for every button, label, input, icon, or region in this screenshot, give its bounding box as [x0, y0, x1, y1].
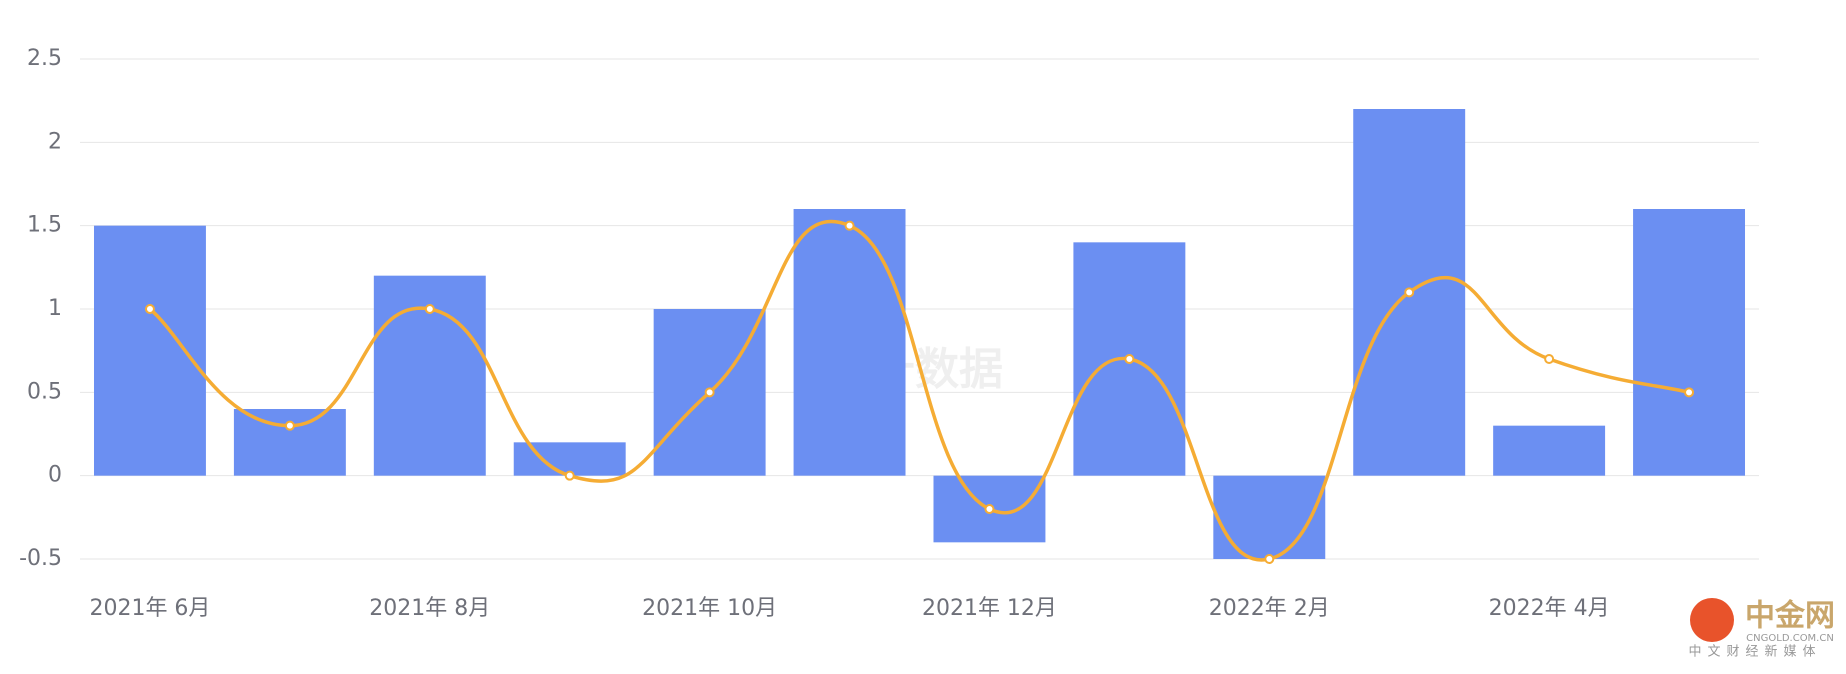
grid [80, 58, 1759, 560]
y-tick-label: 1.5 [27, 213, 62, 238]
y-tick-label: -0.5 [19, 546, 62, 571]
x-tick-label: 2021年 12月 [922, 596, 1057, 621]
line-point [1544, 354, 1555, 364]
bar [793, 209, 906, 476]
line-point [984, 504, 995, 514]
logo-slogan: 中文财经新媒体 [1688, 644, 1821, 660]
line-point [704, 387, 715, 398]
bar [1633, 209, 1746, 476]
y-tick-label: 2 [48, 129, 62, 154]
x-tick-label: 2021年 10月 [642, 596, 777, 621]
x-tick-label: 2021年 6月 [89, 596, 210, 621]
bar [233, 409, 346, 476]
y-tick-label: 2.5 [27, 46, 62, 71]
y-tick-label: 0.5 [27, 379, 62, 404]
y-tick-label: 0 [48, 463, 62, 488]
bar [93, 225, 206, 476]
x-tick-label: 2022年 2月 [1209, 596, 1330, 621]
line-point [1264, 554, 1275, 564]
line-point [844, 220, 855, 231]
logo-name: 中金网 [1745, 599, 1835, 634]
line-point [1684, 387, 1695, 398]
logo-icon [1690, 598, 1734, 642]
logo-domain: CNGOLD.COM.CN [1746, 633, 1834, 644]
line-point [564, 470, 575, 481]
logo: 中金网 CNGOLD.COM.CN 中文财经新媒体 [1688, 598, 1835, 660]
x-tick-label: 2021年 8月 [369, 596, 490, 621]
line-point [144, 304, 155, 314]
bar [1493, 425, 1606, 476]
line-point [284, 420, 295, 431]
y-tick-label: 1 [48, 296, 62, 321]
bar [1213, 475, 1326, 559]
line-point [424, 304, 435, 314]
line-point [1404, 287, 1415, 298]
x-tick-label: 2022年 4月 [1489, 596, 1610, 621]
line-point [1124, 354, 1135, 364]
